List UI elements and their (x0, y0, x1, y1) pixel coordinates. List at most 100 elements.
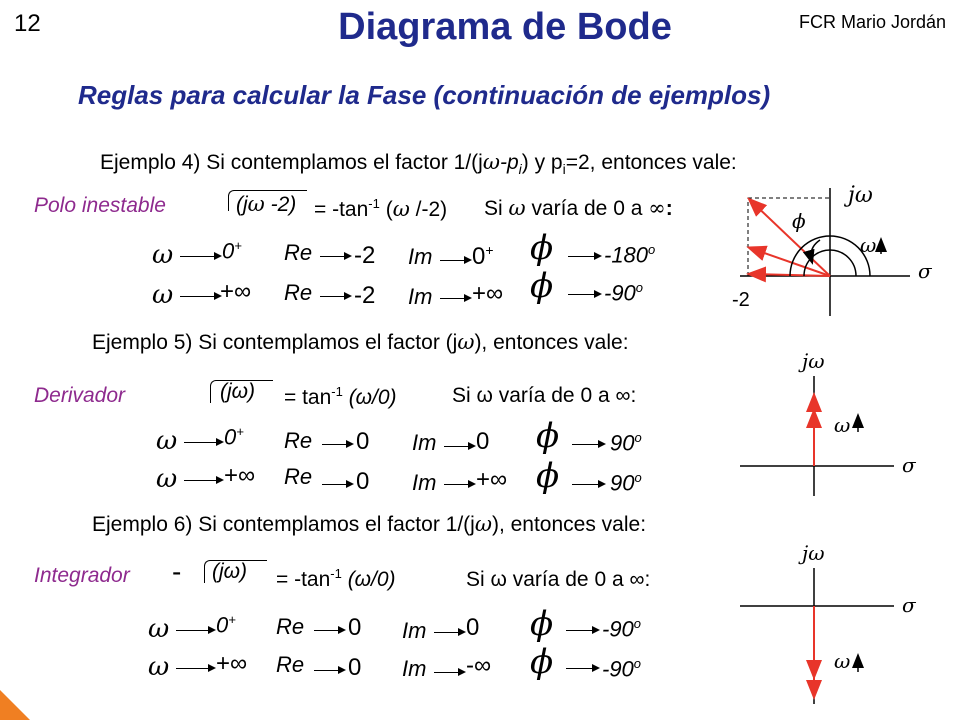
ex4-factor: (jω -2) (236, 192, 297, 216)
page-title: Diagrama de Bode (338, 6, 672, 48)
ex6-row2-arrow-2 (314, 666, 346, 674)
ex4-row1-re-val: -2 (354, 242, 376, 269)
ex5-row2-re: Re (284, 464, 313, 489)
ex6-row1-phi: ϕ (530, 604, 554, 644)
corner-accent (0, 690, 30, 720)
ex4-row2-im: Im (408, 284, 433, 309)
ex4-row1-arrow-2 (320, 252, 352, 260)
ex4-row1-phi: ϕ (530, 228, 554, 268)
ex4-row2-phase: -90o (604, 280, 644, 306)
ex6-row1-start: 0+ (216, 612, 236, 638)
sigma-label: σ (918, 259, 933, 283)
omega-label: ω (860, 233, 876, 257)
ex5-row2-omega: ω (156, 464, 178, 494)
sigma-label: σ (902, 593, 917, 617)
ex4-row2-arrow-3 (440, 294, 472, 302)
ex5-row1-re: Re (284, 428, 313, 453)
ex6-row1-im: Im (402, 618, 427, 643)
integrador-label: Integrador (34, 564, 130, 587)
ex5-complex-plane: jω ω σ (740, 349, 917, 496)
ex5-row2-phi: ϕ (536, 456, 560, 496)
ex5-row2-im: Im (412, 470, 437, 495)
ex6-row2-arrow-3 (434, 668, 466, 676)
phase-arc-inner (803, 249, 857, 277)
ex5-row2-im-val: +∞ (476, 466, 508, 493)
ex4-condition: Si ω varía de 0 a ∞: (484, 196, 673, 220)
ex6-row2-arrow-4 (566, 664, 600, 672)
phi-label: ϕ (792, 209, 806, 233)
omega-label: ω (834, 649, 850, 673)
pole-label: -2 (732, 289, 750, 311)
ex4-row1-arrow-1 (180, 252, 222, 260)
factor-bracket (204, 560, 267, 583)
ex6-row1-re: Re (276, 614, 305, 639)
ex6-row1-arrow-4 (566, 626, 600, 634)
ex6-row2-re: Re (276, 652, 305, 677)
ex6-factor: (jω) (212, 560, 248, 583)
ex4-row2-arrow-4 (568, 290, 602, 298)
ex5-row2-re-val: 0 (356, 468, 370, 495)
ex5-row1-arrow-2 (322, 440, 354, 448)
ex4-row1-start: 0+ (222, 238, 242, 264)
ex6-row1-phase: -90o (602, 616, 642, 642)
slide-number: 12 (14, 10, 41, 37)
factor-bracket (228, 190, 307, 211)
ex5-row1-arrow-1 (184, 438, 224, 446)
ex4-row2-phi: ϕ (530, 266, 554, 306)
omega-label: ω (834, 413, 850, 437)
vector-mid (746, 245, 831, 277)
ex5-row2-arrow-4 (572, 480, 606, 488)
factor-bracket (210, 380, 273, 403)
ex6-row2-phi: ϕ (530, 642, 554, 682)
ex6-condition: Si ω varía de 0 a ∞: (466, 568, 651, 591)
ex5-row1-arrow-4 (572, 440, 606, 448)
example-5-intro: Ejemplo 5) Si contemplamos el factor (jω… (92, 330, 629, 354)
ex6-row2-phase: -90o (602, 656, 642, 682)
ex5-row1-omega: ω (156, 426, 178, 456)
derivador-label: Derivador (34, 384, 126, 407)
example-6-intro: Ejemplo 6) Si contemplamos el factor 1/(… (92, 512, 647, 536)
ex5-row2-arrow-1 (184, 476, 224, 484)
ex5-row1-phi: ϕ (536, 416, 560, 456)
ex4-row1-re: Re (284, 240, 313, 265)
ex6-row1-re-val: 0 (348, 614, 362, 641)
ex6-minus: - (172, 556, 182, 587)
ex6-row2-arrow-1 (176, 664, 216, 672)
ex6-row1-omega: ω (148, 614, 170, 644)
ex4-equation: = -tan-1 (ω /-2) (314, 196, 448, 221)
ex5-condition: Si ω varía de 0 a ∞: (452, 384, 637, 407)
vector-high (747, 197, 831, 277)
ex5-row2-phase: 90o (610, 470, 642, 496)
ex5-factor: (jω) (220, 380, 256, 403)
ex6-equation: = -tan-1 (ω/0) (276, 566, 396, 591)
jw-label: jω (843, 183, 873, 208)
ex6-row1-arrow-1 (176, 626, 216, 634)
ex6-row2-re-val: 0 (348, 654, 362, 681)
ex4-complex-plane: jω ϕ ω σ -2 (732, 183, 933, 316)
sigma-label: σ (902, 453, 917, 477)
ex5-equation: = tan-1 (ω/0) (284, 384, 397, 409)
ex4-row2-re: Re (284, 280, 313, 305)
ex4-row1-phase: -180o (604, 242, 656, 268)
ex6-row2-im-val: -∞ (466, 652, 492, 679)
ex5-row1-phase: 90o (610, 430, 642, 456)
subtitle: Reglas para calcular la Fase (continuaci… (78, 80, 771, 110)
ex4-row2-start: +∞ (220, 278, 252, 305)
ex4-row1-im-val: 0+ (472, 242, 494, 270)
ex5-row1-arrow-3 (444, 442, 476, 450)
ex5-row2-arrow-2 (322, 480, 354, 488)
ex5-row1-re-val: 0 (356, 428, 370, 455)
ex5-row2-start: +∞ (224, 462, 256, 489)
ex4-row1-arrow-4 (568, 252, 602, 260)
phase-arrow (802, 239, 821, 265)
ex4-row2-arrow-2 (320, 292, 352, 300)
ex6-row1-im-val: 0 (466, 614, 480, 641)
phase-arc-outer (789, 235, 871, 277)
ex6-row1-arrow-3 (434, 628, 466, 636)
ex5-row2-arrow-3 (444, 480, 476, 488)
author-name: FCR Mario Jordán (798, 12, 946, 32)
example-4-intro: Ejemplo 4) Si contemplamos el factor 1/(… (100, 150, 737, 178)
ex4-row2-im-val: +∞ (472, 280, 504, 307)
ex5-row1-im: Im (412, 430, 437, 455)
jw-label: jω (798, 541, 825, 565)
